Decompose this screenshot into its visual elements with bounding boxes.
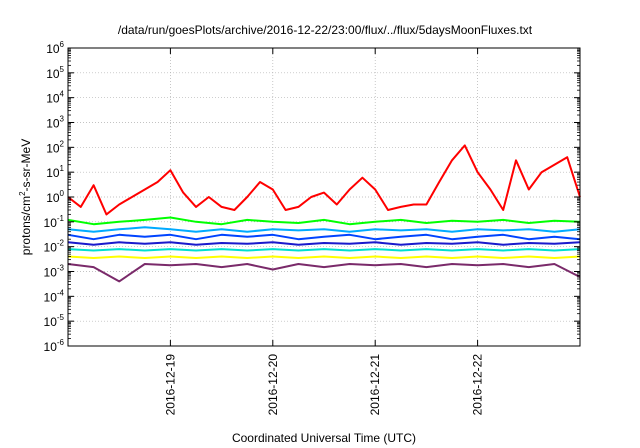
y-tick-label-exp: -3 [57, 264, 65, 273]
x-tick-label: 2016-12-20 [266, 354, 280, 416]
y-tick-label-base: 10 [44, 216, 58, 230]
y-axis-title-base: protons/cm [19, 196, 33, 255]
series-line-3 [67, 233, 581, 241]
y-tick-label: 10-6 [44, 338, 65, 354]
y-tick-label-base: 10 [46, 92, 60, 106]
series-layer [67, 144, 581, 283]
y-tick-label-base: 10 [44, 340, 58, 354]
y-tick-label: 100 [46, 189, 64, 205]
y-tick-label-exp: -4 [57, 288, 65, 297]
x-axis-ticks: 2016-12-19 2016-12-20 2016-12-21 2016-12-22 [163, 48, 485, 416]
series-line-7 [67, 263, 581, 283]
y-tick-label-base: 10 [46, 141, 60, 155]
series-line-0 [67, 144, 581, 216]
gridlines [68, 48, 580, 346]
y-tick-label-exp: 5 [60, 65, 65, 74]
y-tick-label-base: 10 [44, 290, 58, 304]
series-line-6 [67, 255, 581, 259]
y-tick-label: 10-3 [44, 264, 65, 280]
y-tick-label-exp: 4 [60, 90, 65, 99]
y-tick-label-exp: -5 [57, 313, 65, 322]
y-axis-title-sup: 2 [18, 191, 27, 196]
y-tick-label: 101 [46, 164, 64, 180]
y-tick-label: 104 [46, 90, 64, 106]
x-axis-title: Coordinated Universal Time (UTC) [232, 431, 416, 445]
y-tick-label-base: 10 [44, 266, 58, 280]
y-tick-label-base: 10 [46, 42, 60, 56]
y-tick-label-base: 10 [44, 241, 58, 255]
y-axis-ticks: 10610510410310210110010-110-210-310-410-… [44, 40, 580, 354]
y-tick-label: 10-1 [44, 214, 65, 230]
y-tick-label: 102 [46, 139, 64, 155]
y-tick-label-exp: 6 [60, 40, 65, 49]
y-tick-label-base: 10 [46, 191, 60, 205]
series-line-4 [67, 241, 581, 246]
chart-title: /data/run/goesPlots/archive/2016-12-22/2… [118, 23, 533, 37]
x-tick-label: 2016-12-19 [163, 354, 177, 416]
series-line-2 [67, 226, 581, 233]
y-tick-label-exp: 3 [60, 115, 65, 124]
y-axis-title-rest: -s-sr-MeV [19, 139, 33, 192]
series-line-5 [67, 248, 581, 252]
y-tick-label-exp: -2 [57, 239, 65, 248]
y-tick-label-exp: 0 [60, 189, 65, 198]
y-tick-label-exp: 1 [60, 164, 65, 173]
y-tick-label: 10-2 [44, 239, 65, 255]
series-line-1 [67, 216, 581, 226]
y-axis-title: protons/cm2-s-sr-MeV [18, 139, 33, 255]
y-tick-label: 105 [46, 65, 64, 81]
y-tick-label-exp: 2 [60, 139, 65, 148]
y-tick-label-base: 10 [46, 117, 60, 131]
y-tick-label-base: 10 [46, 67, 60, 81]
y-tick-label-exp: -1 [57, 214, 65, 223]
x-tick-label: 2016-12-21 [368, 354, 382, 416]
y-tick-label-base: 10 [44, 315, 58, 329]
x-tick-label: 2016-12-22 [471, 354, 485, 416]
y-tick-label-exp: -6 [57, 338, 65, 347]
y-tick-label: 10-4 [44, 288, 65, 304]
y-tick-label: 10-5 [44, 313, 65, 329]
y-tick-label: 103 [46, 115, 64, 131]
y-tick-label-base: 10 [46, 166, 60, 180]
y-tick-label: 106 [46, 40, 64, 56]
